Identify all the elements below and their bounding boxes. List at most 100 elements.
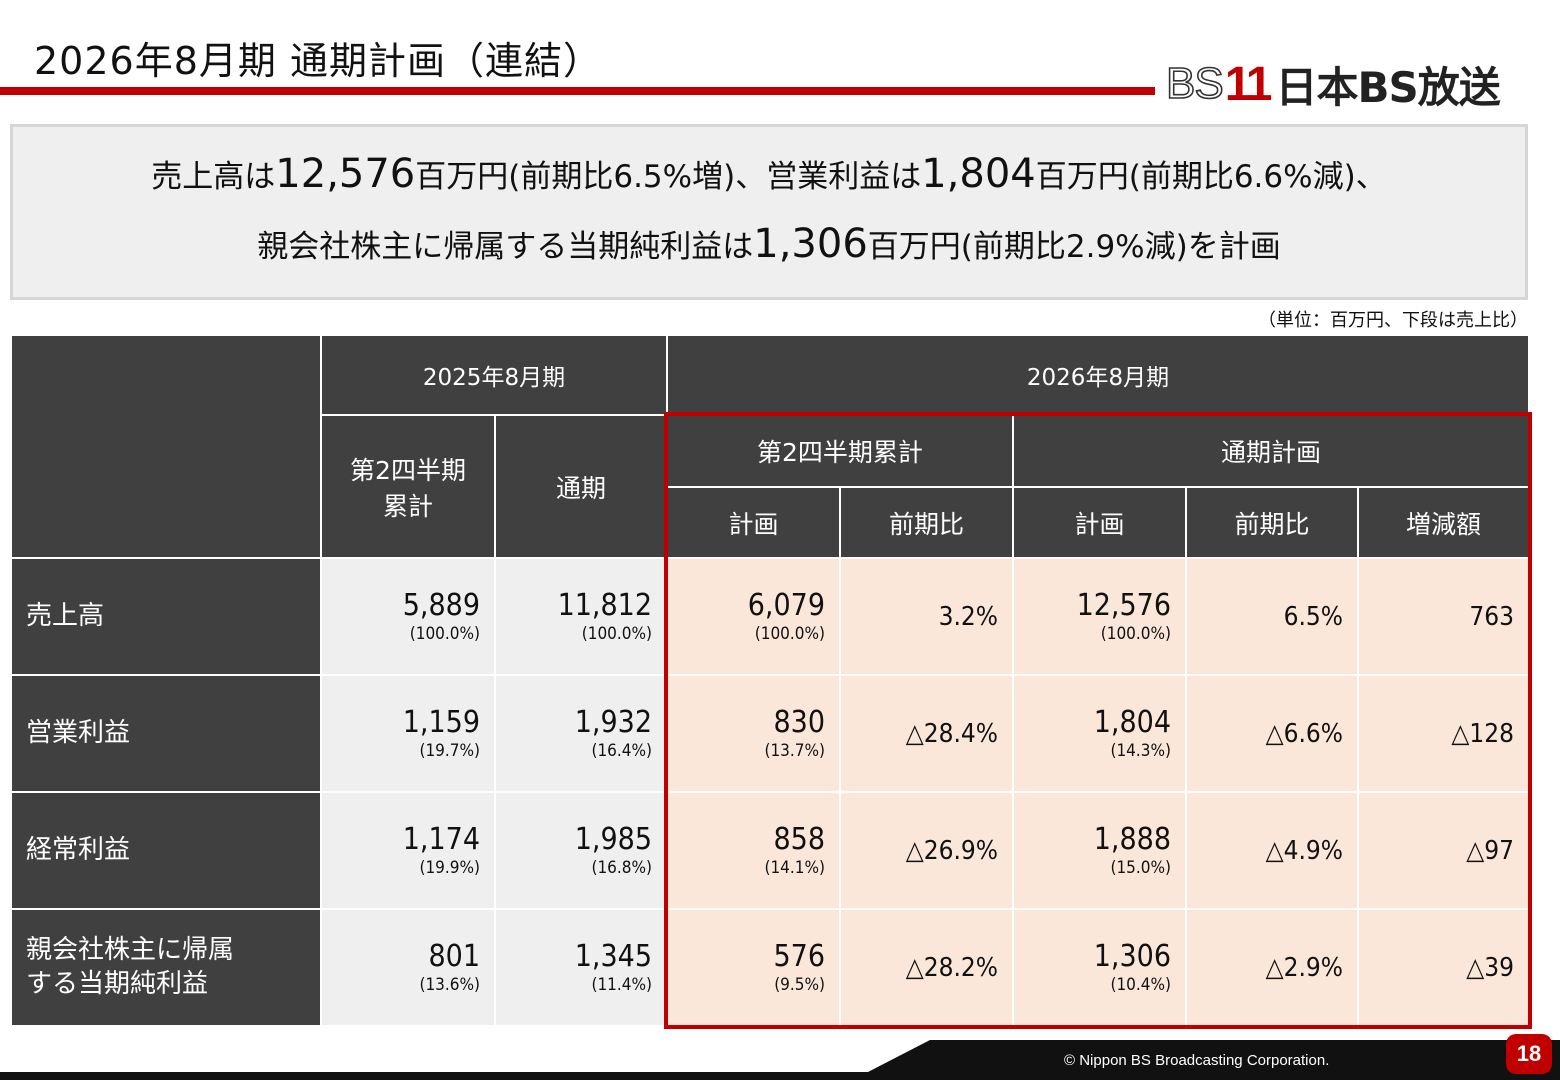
value-cell: 12,576 (100.0%) [1014,559,1185,674]
cell-text: (13.6%) [419,974,480,995]
value-cell: 1,174 (19.9%) [322,793,494,908]
cell-text: △28.2% [905,952,998,983]
logo-company-name: 日本BS放送 [1275,62,1500,112]
company-logo: BS 11 日本BS放送 [1165,58,1501,112]
value-cell: 1,888 (15.0%) [1014,793,1185,908]
cell-text: 1,345 [574,938,652,974]
value-cell: 1,932 (16.4%) [496,676,666,791]
value-cell: 830 (13.7%) [668,676,839,791]
cell-text: 2026年8月期 [1026,365,1170,391]
cell-text: (14.3%) [1110,740,1171,761]
value-cell: 1,804 (14.3%) [1014,676,1185,791]
cell-text: 11,812 [557,587,652,623]
summary-text: 売上高は [151,159,276,195]
cell-text: 親会社株主に帰属 する当期純利益 [26,934,235,999]
header-col-yoy: 前期比 [1187,488,1357,557]
summary-text: 百万円(前期比6.6%減)、 [1035,159,1387,195]
cell-text: 1,306 [1093,938,1171,974]
summary-line-2: 親会社株主に帰属する当期純利益は1,306百万円(前期比2.9%減)を計画 [13,221,1525,267]
cell-text: (15.0%) [1110,857,1171,878]
summary-text: 百万円(前期比2.9%減)を計画 [867,229,1281,265]
value-cell: △128 [1359,676,1528,791]
value-cell: △4.9% [1187,793,1357,908]
summary-box: 売上高は12,576百万円(前期比6.5%増)、営業利益は1,804百万円(前期… [10,124,1528,300]
cell-text: 営業利益 [26,717,131,748]
cell-text: (13.7%) [764,740,825,761]
cell-text: 前期比 [888,509,964,539]
header-period-curr: 2026年8月期 [668,336,1528,414]
value-cell: 1,159 (19.7%) [322,676,494,791]
row-label: 経常利益 [12,793,320,908]
footer-bar [0,1072,1560,1080]
summary-text: 親会社株主に帰属する当期純利益は [257,229,754,265]
cell-text: 1,174 [402,821,480,857]
cell-text: △128 [1451,718,1514,749]
cell-text: 6.5% [1283,601,1343,632]
cell-text: 576 [773,938,825,974]
cell-text: 計画 [728,509,779,539]
cell-text: 第2四半期 累計 [350,455,466,521]
header-col-plan: 計画 [668,488,839,557]
summary-text: 百万円(前期比6.5%増)、営業利益は [415,159,922,195]
logo-bs: BS [1165,58,1224,109]
cell-text: 1,985 [574,821,652,857]
value-cell: 576 (9.5%) [668,910,839,1025]
header-col-plan: 計画 [1014,488,1185,557]
value-cell: 763 [1359,559,1528,674]
value-cell: 801 (13.6%) [322,910,494,1025]
cell-text: 前期比 [1234,509,1310,539]
cell-text: (10.4%) [1110,974,1171,995]
value-cell: △2.9% [1187,910,1357,1025]
summary-text: 12,576 [275,151,416,197]
cell-text: △6.6% [1265,718,1343,749]
value-cell: 1,345 (11.4%) [496,910,666,1025]
cell-text: 通期 [555,473,606,503]
value-cell: 6,079 (100.0%) [668,559,839,674]
cell-text: △4.9% [1265,835,1343,866]
cell-text: △26.9% [905,835,998,866]
row-label: 売上高 [12,559,320,674]
summary-line-1: 売上高は12,576百万円(前期比6.5%増)、営業利益は1,804百万円(前期… [13,151,1525,197]
header-curr-full: 通期計画 [1014,416,1528,486]
copyright: © Nippon BS Broadcasting Corporation. [1064,1052,1330,1069]
cell-text: 858 [773,821,825,857]
cell-text: (100.0%) [581,623,652,644]
footer-slant [868,1040,930,1072]
cell-text: 3.2% [938,601,998,632]
cell-text: 6,079 [747,587,825,623]
cell-text: (9.5%) [774,974,825,995]
value-cell: 3.2% [841,559,1012,674]
summary-text: 1,306 [753,221,868,267]
cell-text: 経常利益 [26,834,131,865]
cell-text: (11.4%) [591,974,652,995]
cell-text: 増減額 [1405,509,1481,539]
value-cell: △28.2% [841,910,1012,1025]
cell-text: 1,804 [1093,704,1171,740]
cell-text: (16.4%) [591,740,652,761]
cell-text: 第2四半期累計 [757,438,923,467]
value-cell: 11,812 (100.0%) [496,559,666,674]
cell-text: (16.8%) [591,857,652,878]
header-prev-q2: 第2四半期 累計 [322,416,494,557]
cell-text: 830 [773,704,825,740]
value-cell: △97 [1359,793,1528,908]
cell-text: △28.4% [905,718,998,749]
cell-text: (100.0%) [1100,623,1171,644]
table-corner [12,336,320,557]
cell-text: 5,889 [402,587,480,623]
value-cell: 1,985 (16.8%) [496,793,666,908]
cell-text: 1,888 [1093,821,1171,857]
cell-text: 計画 [1074,509,1125,539]
cell-text: △97 [1466,835,1514,866]
header-curr-q2: 第2四半期累計 [668,416,1012,486]
cell-text: 801 [428,938,480,974]
cell-text: △39 [1466,952,1514,983]
value-cell: 6.5% [1187,559,1357,674]
value-cell: 1,306 (10.4%) [1014,910,1185,1025]
cell-text: (19.7%) [419,740,480,761]
cell-text: 2025年8月期 [422,365,566,391]
value-cell: △6.6% [1187,676,1357,791]
value-cell: 5,889 (100.0%) [322,559,494,674]
logo-11: 11 [1224,57,1273,111]
header-col-yoy: 前期比 [841,488,1012,557]
